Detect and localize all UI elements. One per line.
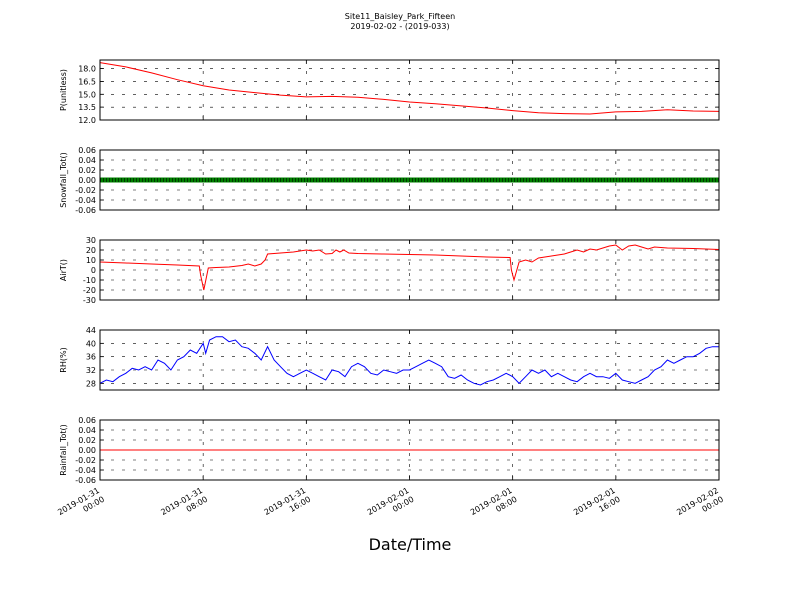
- y-tick-label: 12.0: [78, 116, 96, 125]
- y-axis-label: Snowfall_Tot(): [59, 152, 68, 208]
- y-tick-label: -0.06: [75, 206, 96, 215]
- y-tick-label: 36: [86, 353, 96, 362]
- y-axis-label: Rainfall_Tot(): [59, 424, 68, 476]
- panel-frame: [99, 149, 720, 211]
- y-tick-label: 20: [86, 246, 96, 255]
- y-axis-label: P(unitless): [59, 69, 68, 111]
- y-tick-label: 0.04: [78, 426, 96, 435]
- y-tick-label: 0.04: [78, 156, 96, 165]
- panel: 12.0 13.5 15.0 16.5 18.0 P(unitless): [59, 59, 720, 125]
- y-tick-label: 15.0: [78, 90, 96, 99]
- y-tick-label: 0.00: [78, 176, 96, 185]
- y-tick-label: 0.06: [78, 416, 96, 425]
- series-line: [99, 244, 720, 291]
- y-tick-label: 0: [91, 266, 96, 275]
- y-tick-label: -0.04: [75, 466, 96, 475]
- y-tick-label: 40: [86, 339, 96, 348]
- y-tick-label: 0.00: [78, 446, 96, 455]
- panel-frame: [99, 59, 720, 121]
- y-tick-label: 0.06: [78, 146, 96, 155]
- series-line: [99, 62, 720, 115]
- y-tick-label: -10: [83, 276, 96, 285]
- y-tick-label: 0.02: [78, 166, 96, 175]
- chart-panels: 12.013.515.016.518.0P(unitless)-0.06-0.0…: [59, 59, 720, 485]
- panel: -0.06-0.04-0.020.000.020.040.06 Rainfall_…: [59, 416, 720, 485]
- chart-title: Site11_Baisley_Park_Fifteen: [345, 12, 455, 21]
- x-axis-label: Date/Time: [369, 535, 452, 554]
- panel-frame: [99, 329, 720, 391]
- panel-frame: [99, 239, 720, 301]
- chart-subtitle: 2019-02-02 - (2019-033): [350, 22, 449, 31]
- y-tick-label: 32: [86, 366, 96, 375]
- y-tick-label: -0.02: [75, 456, 96, 465]
- panel: 28 32 36 40 44 RH(%): [59, 326, 720, 391]
- y-axis-label: AirT(): [59, 259, 68, 281]
- panel-frame: [99, 419, 720, 481]
- y-tick-label: -20: [83, 286, 96, 295]
- y-tick-label: -0.02: [75, 186, 96, 195]
- y-tick-label: 13.5: [78, 103, 96, 112]
- y-tick-label: 10: [86, 256, 96, 265]
- y-tick-label: -0.06: [75, 476, 96, 485]
- y-axis-label: RH(%): [59, 347, 68, 372]
- series-line: [99, 336, 719, 386]
- y-tick-label: 16.5: [78, 77, 96, 86]
- y-tick-label: 28: [86, 379, 96, 388]
- y-tick-label: 30: [86, 236, 96, 245]
- y-tick-label: 0.02: [78, 436, 96, 445]
- y-tick-label: 44: [86, 326, 96, 335]
- y-tick-label: 18.0: [78, 65, 96, 74]
- panel: -0.06-0.04-0.020.000.020.040.06 Snowfall_…: [59, 146, 720, 215]
- y-tick-label: -30: [83, 296, 96, 305]
- y-tick-label: -0.04: [75, 196, 96, 205]
